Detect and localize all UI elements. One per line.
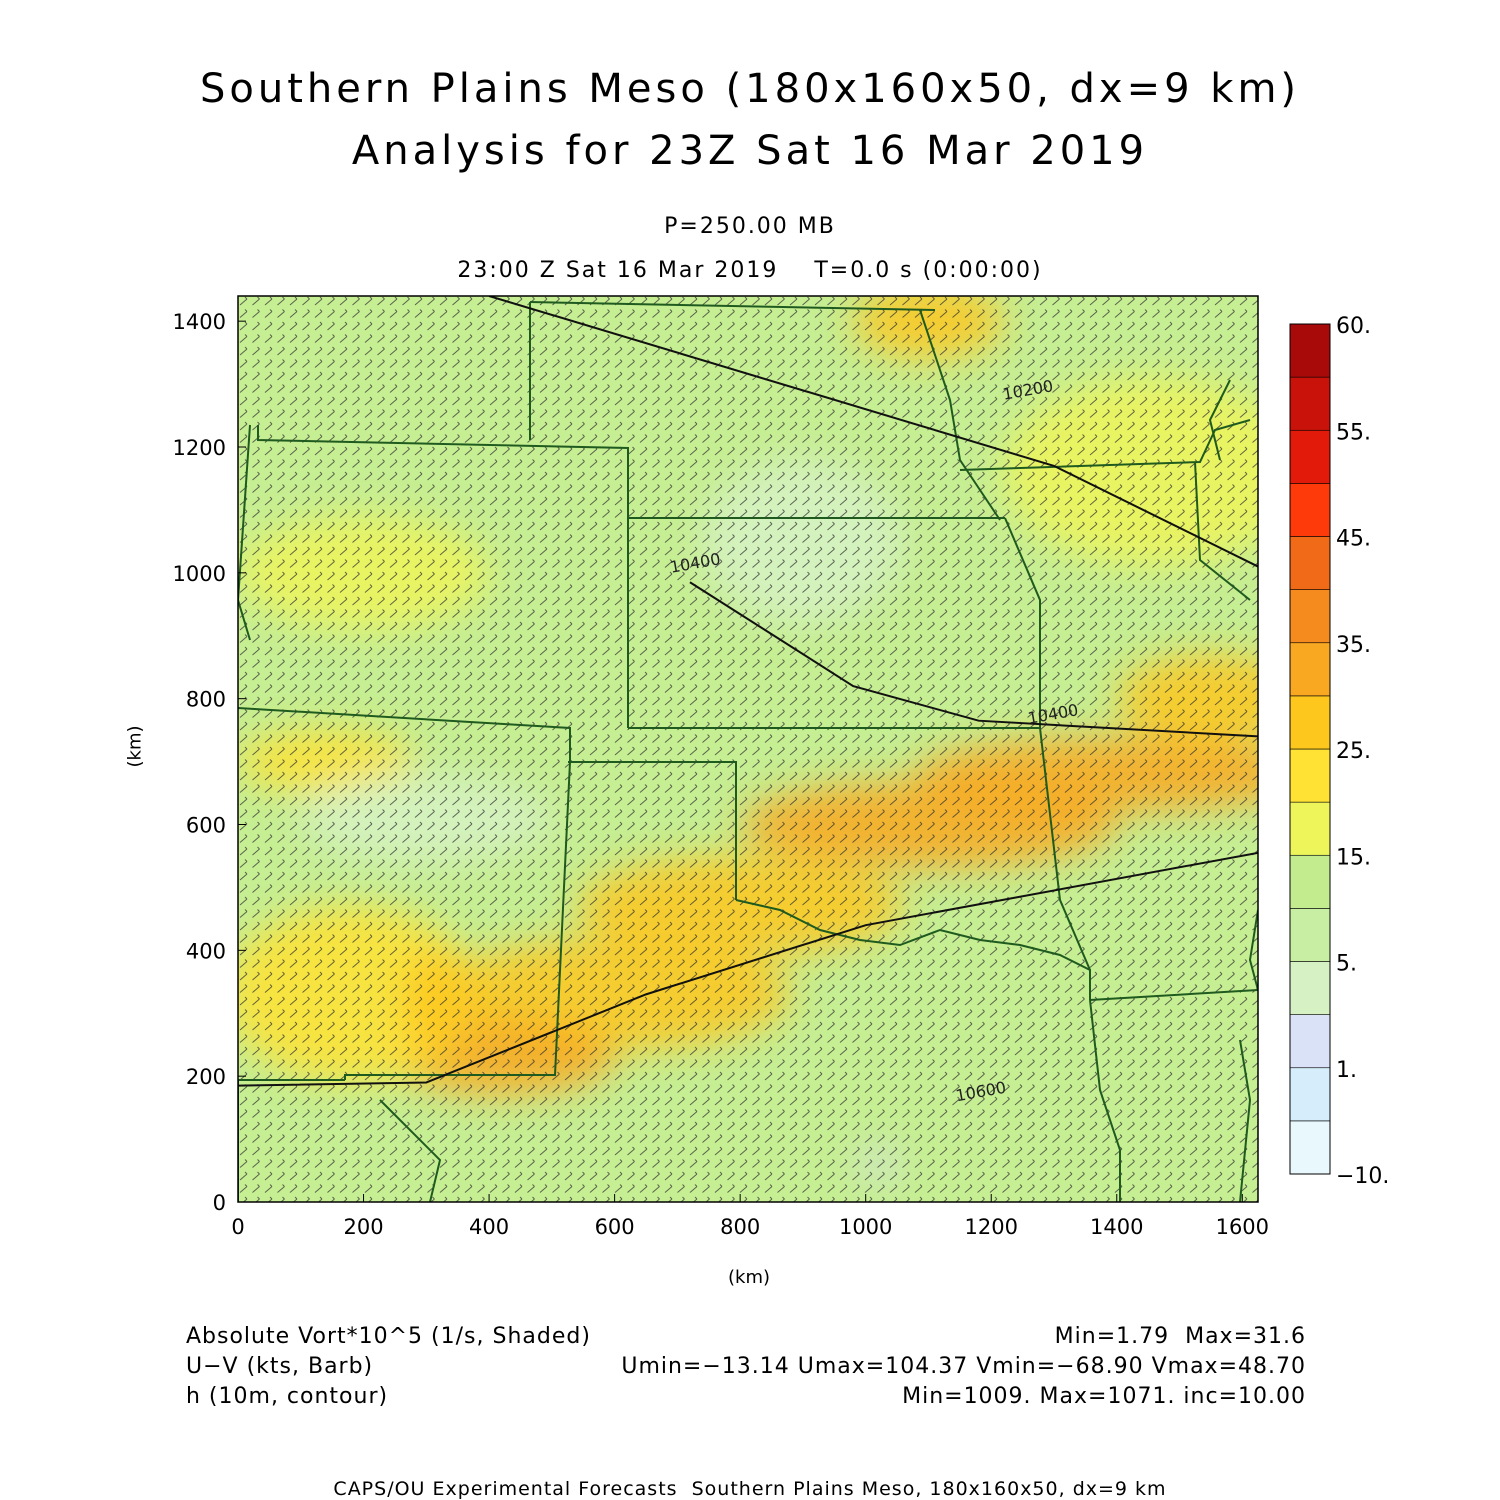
contour-line-10600	[238, 851, 1258, 1087]
colorbar-swatch-7	[1289, 748, 1331, 803]
contour-line-10200	[488, 296, 1258, 568]
field3-stats: Min=1009. Max=1071. inc=10.00	[902, 1384, 1306, 1409]
y-tick-label-200: 200	[186, 1065, 226, 1089]
height-contours	[238, 296, 1258, 1087]
x-tick-label-600: 600	[595, 1215, 635, 1239]
valid-time-label: 23:00 Z Sat 16 Mar 2019 T=0.0 s (0:00:00…	[457, 258, 1043, 283]
colorbar-frame	[1289, 323, 1331, 1175]
wind-barbs-layer	[238, 296, 1258, 1202]
plot-frame	[237, 295, 1259, 1203]
colorbar-label-4: 25.	[1336, 739, 1371, 764]
colorbar-swatch-9	[1289, 642, 1331, 697]
colorbar-label-6: 5.	[1336, 952, 1357, 977]
x-axis-label: (km)	[728, 1267, 771, 1288]
colorbar-swatch-14	[1289, 376, 1331, 431]
colorbar-swatch-4	[1289, 908, 1331, 962]
y-tick-label-1400: 1400	[173, 310, 226, 334]
colorbar-label-3: 35.	[1336, 633, 1371, 658]
colorbar-swatch-11	[1289, 536, 1331, 590]
field2-label: U−V (kts, Barb)	[186, 1354, 374, 1379]
colorbar-swatch-1	[1289, 1067, 1331, 1122]
y-axis-label: (km)	[124, 725, 146, 768]
colorbar-swatch-8	[1289, 695, 1331, 750]
field3-label: h (10m, contour)	[186, 1384, 389, 1409]
credit-line: CAPS/OU Experimental Forecasts Southern …	[333, 1478, 1167, 1500]
colorbar-swatch-5	[1289, 854, 1331, 909]
y-tick-label-1000: 1000	[173, 562, 226, 586]
level-label: P=250.00 MB	[664, 214, 836, 239]
y-tick-label-400: 400	[186, 939, 226, 963]
x-tick-label-1000: 1000	[839, 1215, 892, 1239]
colorbar-swatch-15	[1289, 323, 1331, 378]
colorbar-swatch-6	[1289, 801, 1331, 856]
x-tick-label-1400: 1400	[1090, 1215, 1143, 1239]
colorbar-swatch-2	[1289, 1014, 1331, 1069]
y-tick-label-600: 600	[186, 814, 226, 838]
colorbar: 60. 55. 45. 35. 25. 15. 5. 1. −10.	[1289, 314, 1389, 1189]
colorbar-swatch-0	[1289, 1120, 1331, 1175]
chart-title-line2: Analysis for 23Z Sat 16 Mar 2019	[351, 128, 1149, 174]
colorbar-label-0: 60.	[1336, 314, 1371, 339]
field1-stats: Min=1.79 Max=31.6	[1054, 1324, 1306, 1349]
field1-label: Absolute Vort*10^5 (1/s, Shaded)	[186, 1324, 591, 1349]
state-borders	[238, 301, 1258, 1202]
x-tick-label-1600: 1600	[1216, 1215, 1269, 1239]
x-tick-label-400: 400	[469, 1215, 509, 1239]
colorbar-label-8: −10.	[1336, 1164, 1389, 1189]
x-tick-label-1200: 1200	[965, 1215, 1018, 1239]
colorbar-swatch-13	[1289, 429, 1331, 484]
colorbar-swatch-10	[1289, 589, 1331, 644]
y-tick-label-800: 800	[186, 688, 226, 712]
y-tick-label-0: 0	[213, 1191, 226, 1215]
x-tick-label-0: 0	[231, 1215, 244, 1239]
colorbar-label-2: 45.	[1336, 527, 1371, 552]
contour-line-10400	[689, 581, 1258, 738]
x-tick-label-200: 200	[343, 1215, 383, 1239]
colorbar-label-7: 1.	[1336, 1058, 1357, 1083]
colorbar-label-5: 15.	[1336, 845, 1371, 870]
y-tick-label-1200: 1200	[173, 436, 226, 460]
field2-stats: Umin=−13.14 Umax=104.37 Vmin=−68.90 Vmax…	[621, 1354, 1306, 1379]
colorbar-swatch-3	[1289, 961, 1331, 1015]
colorbar-label-1: 55.	[1336, 420, 1371, 445]
chart-title-line1: Southern Plains Meso (180x160x50, dx=9 k…	[199, 66, 1301, 112]
x-tick-label-800: 800	[720, 1215, 760, 1239]
colorbar-swatch-12	[1289, 483, 1331, 537]
